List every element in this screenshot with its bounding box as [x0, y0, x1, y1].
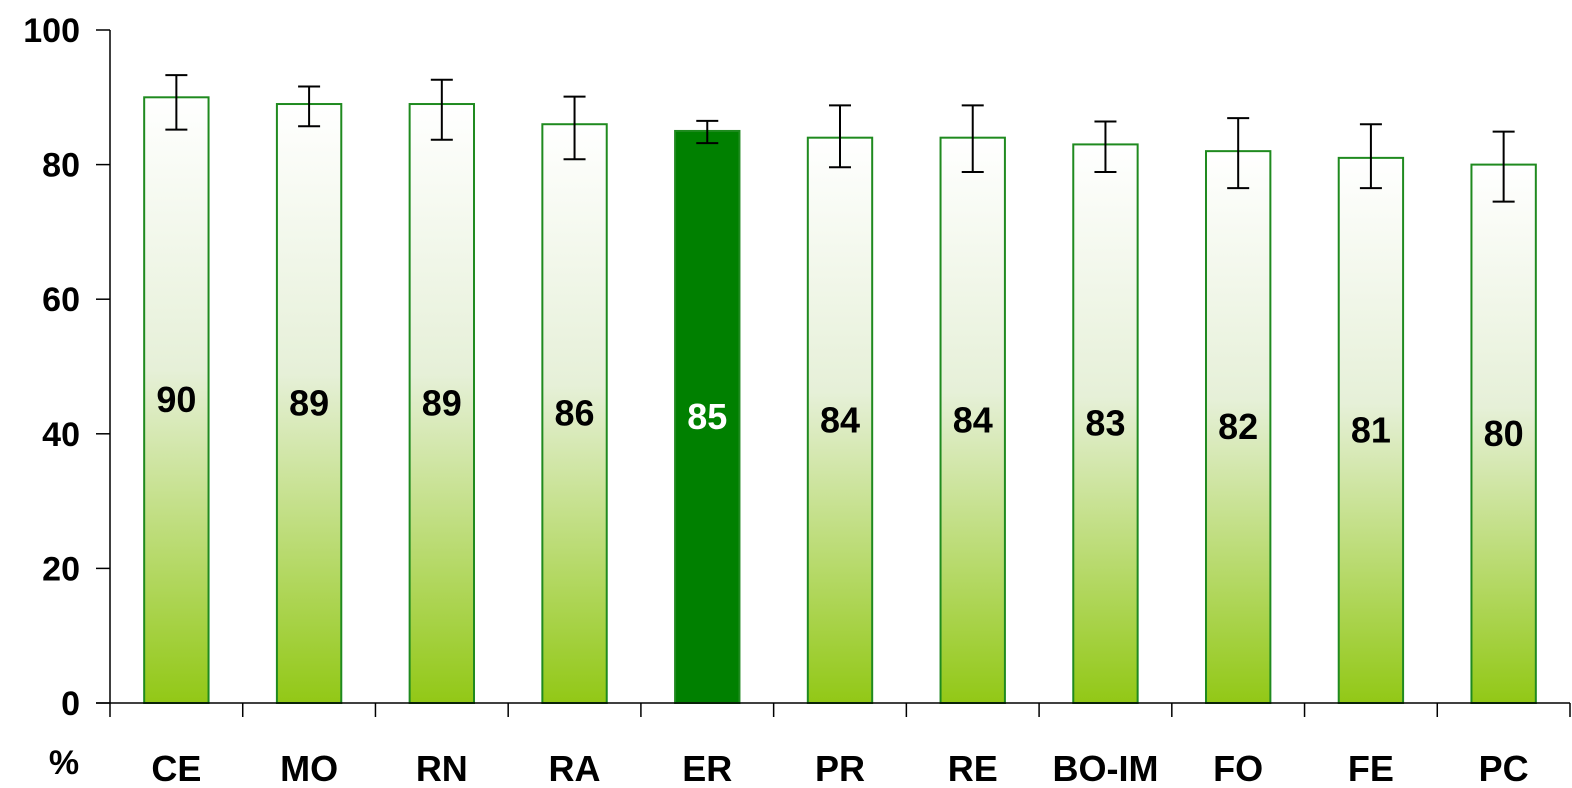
bar-bo-im: [1072, 143, 1139, 705]
x-tick-label-rn: RN: [416, 748, 468, 788]
bar-mo: [275, 103, 343, 704]
y-tick-label-60: 60: [42, 281, 80, 319]
y-tick-label-100: 100: [23, 12, 80, 50]
axes: CE MO RN RA ER PR RE BO-IM FO FE PC 0 20 40 60 80 100: [23, 12, 1571, 788]
data-label-pr: 84: [820, 399, 860, 440]
bar-pc: [1470, 163, 1537, 705]
bar-ce: [143, 96, 210, 705]
x-tick-label-fo: FO: [1213, 748, 1263, 788]
x-tick-label-ra: RA: [549, 748, 601, 788]
data-label-ce: 90: [156, 379, 196, 420]
error-bar-bo-im: [1094, 120, 1117, 174]
bar-ra: [541, 123, 608, 705]
x-tick-label-re: RE: [948, 748, 998, 788]
x-tick-label-er: ER: [682, 748, 732, 788]
bars-layer: [143, 96, 1537, 705]
y-tick-label-0: 0: [61, 685, 80, 723]
data-label-er: 85: [687, 396, 727, 437]
error-bar-mo: [298, 85, 321, 128]
y-tick-label-20: 20: [42, 550, 80, 588]
bar-pr: [806, 136, 874, 704]
error-bar-fe: [1359, 123, 1382, 190]
data-label-mo: 89: [289, 383, 329, 424]
x-tick-label-ce: CE: [151, 748, 201, 788]
y-unit-label: %: [49, 744, 79, 782]
error-bar-re: [961, 104, 984, 174]
error-bar-fo: [1227, 117, 1250, 190]
x-tick-label-mo: MO: [280, 748, 338, 788]
error-bar-rn: [430, 78, 453, 141]
data-label-fe: 81: [1351, 409, 1391, 450]
bar-fe: [1337, 156, 1405, 704]
data-label-pc: 80: [1484, 413, 1524, 454]
x-tick-label-pc: PC: [1479, 748, 1529, 788]
data-label-ra: 86: [555, 393, 595, 434]
error-bar-ce: [165, 74, 188, 131]
x-tick-label-pr: PR: [815, 748, 865, 788]
error-bar-ra: [563, 95, 586, 161]
error-bar-er: [696, 119, 719, 145]
data-label-rn: 89: [422, 383, 462, 424]
data-label-bo-im: 83: [1085, 403, 1125, 444]
error-bar-pc: [1492, 130, 1515, 203]
x-tick-label-bo-im: BO-IM: [1052, 748, 1158, 788]
x-tick-label-fe: FE: [1348, 748, 1394, 788]
data-labels-layer: 90 89 89 86 85 84 84 83 82 81 80: [156, 379, 1523, 454]
y-tick-label-80: 80: [42, 147, 80, 185]
data-label-fo: 82: [1218, 406, 1258, 447]
error-bar-pr: [829, 104, 851, 169]
data-label-re: 84: [953, 399, 993, 440]
y-tick-label-40: 40: [42, 416, 80, 454]
error-bars-layer: [165, 74, 1515, 203]
